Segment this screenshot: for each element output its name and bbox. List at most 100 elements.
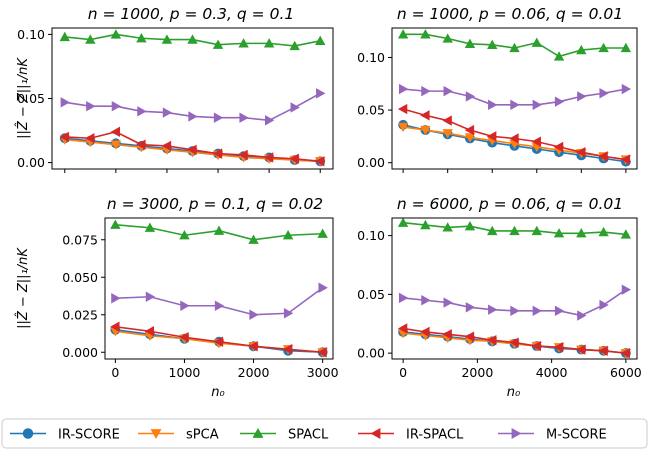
data-point-spacl: [620, 229, 632, 239]
data-point-ir-spacl: [464, 331, 475, 342]
data-point-spacl: [282, 230, 294, 240]
data-point-m-score: [488, 99, 498, 111]
data-point-spacl: [315, 35, 326, 45]
data-point-spacl: [598, 42, 609, 53]
data-point-spacl: [576, 228, 587, 238]
data-point-spacl: [110, 29, 122, 39]
data-point-ir-spacl: [509, 133, 519, 144]
data-point-ir-spacl: [289, 153, 299, 164]
data-point-ir-spacl: [598, 151, 608, 162]
data-point-m-score: [621, 83, 632, 95]
data-point-spacl: [144, 222, 156, 232]
data-point-spca: [442, 129, 453, 139]
data-point-m-score: [554, 305, 565, 317]
axes-frame: [391, 217, 638, 360]
data-point-ir-spacl: [59, 131, 69, 143]
legend-marker-m-score: [511, 428, 522, 439]
data-point-spacl: [59, 31, 70, 42]
chart-panel-2: n = 1000, p = 0.06, q = 0.01 0.00 0.05 0.10: [357, 5, 638, 173]
data-point-ir-spacl: [487, 335, 497, 346]
data-point-spacl: [212, 39, 224, 49]
data-point-spacl: [85, 34, 96, 44]
data-point-m-score: [398, 292, 409, 304]
data-point-ir-spacl: [420, 326, 430, 338]
data-point-m-score: [188, 111, 198, 122]
y-tick-label: 0.00: [357, 155, 385, 170]
data-point-m-score: [180, 300, 190, 311]
data-point-spacl: [553, 228, 565, 238]
data-point-m-score: [599, 88, 609, 99]
data-point-ir-spacl: [212, 148, 223, 159]
legend-marker-spca: [150, 429, 162, 439]
series-line-ir-spacl: [402, 108, 626, 161]
legend-entry-spca: sPCA: [138, 428, 219, 443]
x-tick-label: 0: [399, 365, 407, 380]
data-point-ir-spacl: [263, 152, 274, 163]
data-point-spacl: [317, 228, 328, 238]
data-point-m-score: [249, 309, 259, 320]
data-point-m-score: [577, 91, 587, 102]
series-spacl: [59, 29, 326, 51]
data-point-m-score: [214, 300, 225, 311]
data-point-m-score: [316, 88, 326, 99]
x-tick-label: 0: [111, 365, 119, 380]
data-point-m-score: [290, 102, 300, 113]
data-point-spacl: [442, 33, 453, 43]
data-point-spacl: [531, 225, 542, 236]
data-point-spacl: [213, 225, 225, 235]
legend-entry-spacl: SPACL: [240, 428, 329, 443]
legend-label: SPACL: [288, 428, 329, 443]
data-point-ir-spacl: [315, 156, 325, 167]
data-point-m-score: [60, 97, 70, 108]
data-point-ir-spacl: [442, 329, 452, 340]
data-point-spca: [464, 133, 476, 143]
legend-label: sPCA: [186, 428, 219, 443]
data-point-m-score: [137, 106, 147, 117]
y-tick-label: 0.10: [357, 228, 385, 243]
x-tick-label: 1000: [169, 365, 201, 380]
legend-entry-ir-spacl: IR-SPACL: [358, 428, 464, 443]
data-point-ir-spacl: [85, 133, 95, 144]
data-point-m-score: [465, 302, 476, 313]
data-point-spacl: [161, 34, 173, 44]
data-point-m-score: [532, 99, 542, 111]
data-point-spacl: [136, 33, 147, 43]
series-ir-spacl: [397, 323, 631, 359]
data-point-ir-spacl: [553, 342, 564, 353]
y-tick-label: 0.00: [17, 155, 45, 170]
data-point-spacl: [487, 225, 498, 236]
axes-frame: [391, 27, 638, 170]
data-point-spacl: [576, 44, 587, 55]
legend-entry-ir-score: IR-SCORE: [10, 428, 120, 443]
data-point-ir-spacl: [317, 347, 327, 358]
data-point-m-score: [577, 310, 587, 321]
data-point-spacl: [464, 38, 476, 48]
panel-title: n = 6000, p = 0.06, q = 0.01: [397, 195, 623, 213]
data-point-m-score: [510, 305, 520, 317]
y-tick-label: 0.05: [357, 103, 385, 118]
data-point-spacl: [487, 39, 498, 49]
data-point-spacl: [509, 42, 520, 53]
data-point-spca: [420, 125, 431, 136]
data-point-ir-spacl: [553, 141, 564, 153]
data-point-spacl: [238, 38, 249, 48]
data-point-ir-spacl: [442, 115, 452, 126]
data-point-spacl: [531, 37, 542, 47]
series-spacl: [397, 217, 632, 239]
data-point-ir-spacl: [531, 136, 541, 147]
series-m-score: [398, 284, 632, 321]
axes-frame: [51, 27, 334, 170]
y-axis-label: ||Ẑ − Z||₁/nK: [15, 247, 31, 329]
y-tick-label: 0.10: [17, 27, 45, 42]
data-point-ir-spacl: [136, 139, 146, 150]
legend-label: M-SCORE: [546, 428, 607, 443]
data-point-spacl: [442, 222, 453, 232]
data-point-m-score: [465, 91, 476, 102]
data-point-spacl: [248, 234, 259, 244]
legend-label: IR-SCORE: [58, 428, 120, 443]
data-point-ir-spacl: [576, 344, 586, 355]
series-spacl: [397, 29, 632, 61]
legend-marker-ir-score: [22, 428, 34, 439]
data-point-ir-spacl: [598, 345, 608, 356]
data-point-m-score: [239, 112, 249, 123]
